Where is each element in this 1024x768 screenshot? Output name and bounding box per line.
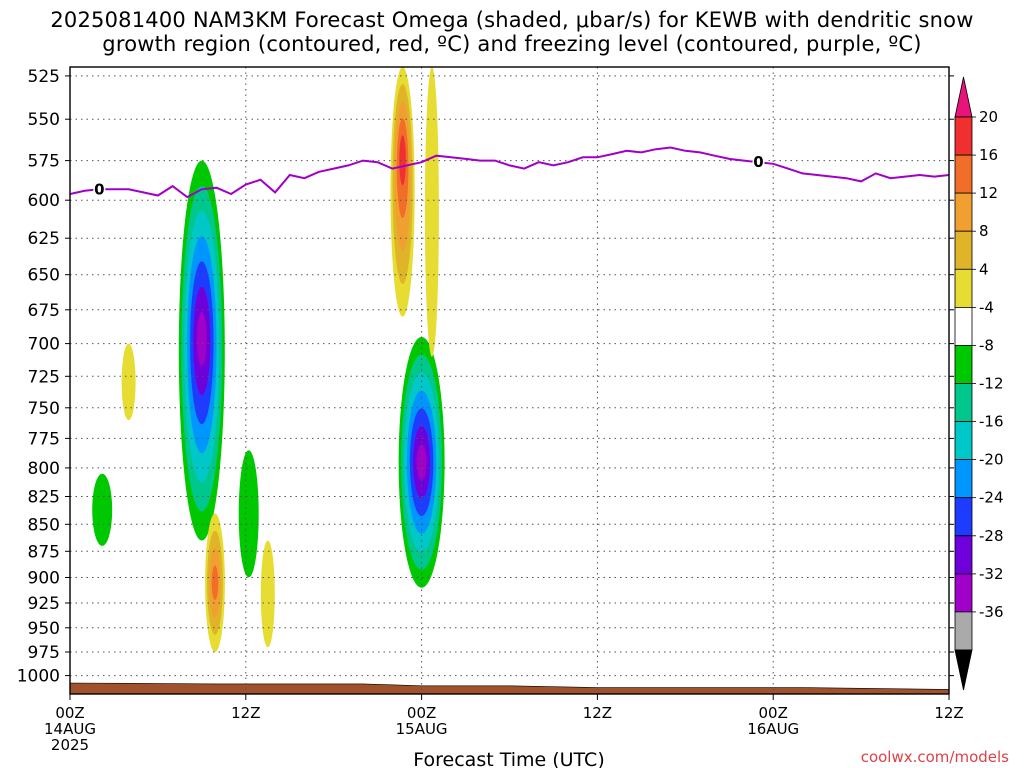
y-tick-label-750: 750 (28, 399, 60, 419)
y-tick-label-675: 675 (28, 301, 60, 321)
colorbar-label-1: 16 (979, 146, 998, 164)
x-tick-label-0-0: 00Z (55, 704, 84, 722)
y-tick-label-950: 950 (28, 619, 60, 639)
colorbar-label-7: -12 (979, 375, 1004, 393)
freezing-level: 00 (70, 146, 949, 199)
x-tick-label-48-0: 00Z (759, 704, 788, 722)
omega-contour-2-0 (92, 473, 113, 546)
freezing-level-line (70, 146, 949, 199)
y-tick-label-825: 825 (28, 488, 60, 508)
chart-title-line-1: 2025081400 NAM3KM Forecast Omega (shaded… (50, 8, 974, 32)
y-tick-label-550: 550 (28, 110, 60, 130)
y-tick-label-725: 725 (28, 367, 60, 387)
surface-terrain (70, 682, 949, 694)
colorbar-box-13 (954, 611, 973, 651)
colorbar-label-0: 20 (979, 108, 998, 126)
omega-contour-6-3 (211, 565, 219, 600)
omega-shading (92, 67, 445, 652)
plot-border (69, 66, 950, 695)
colorbar-box-0 (954, 116, 973, 156)
y-tick-label-775: 775 (28, 429, 60, 449)
colorbar-box-12 (954, 573, 973, 613)
colorbar-label-11: -28 (979, 527, 1004, 545)
plot-frame (69, 66, 950, 695)
x-tick-label-24-0: 00Z (407, 704, 436, 722)
colorbar-box-10 (954, 497, 973, 537)
omega-contour-8-0 (121, 343, 136, 421)
terrain-fill (70, 682, 949, 694)
colorbar-box-9 (954, 459, 973, 499)
colorbar-box-1 (954, 154, 973, 194)
colorbar-box-8 (954, 421, 973, 461)
chart-title-line-2: growth region (contoured, red, ºC) and f… (102, 32, 922, 56)
omega-contour-5-0 (424, 67, 439, 357)
y-tick-label-650: 650 (28, 266, 60, 286)
x-axis-title: Forecast Time (UTC) (413, 749, 604, 768)
y-tick-label-525: 525 (28, 67, 60, 87)
colorbar-label-5: -4 (979, 298, 994, 316)
colorbar-label-4: 4 (979, 260, 989, 278)
y-tick-label-975: 975 (28, 643, 60, 663)
omega-contour-3-0 (238, 450, 259, 578)
y-tick-label-600: 600 (28, 191, 60, 211)
y-tick-label-925: 925 (28, 594, 60, 614)
y-tick-label-875: 875 (28, 542, 60, 562)
y-tick-label-900: 900 (28, 569, 60, 589)
y-tick-label-700: 700 (28, 335, 60, 355)
omega-contour-1-6 (416, 444, 427, 480)
y-tick-label-800: 800 (28, 459, 60, 479)
y-tick-label-625: 625 (28, 229, 60, 249)
colorbar-label-10: -24 (979, 489, 1004, 507)
y-tick-label-850: 850 (28, 515, 60, 535)
freezing-label-bg-1 (752, 154, 765, 170)
y-tick-label-1000: 1000 (17, 667, 60, 687)
credit-link[interactable]: coolwx.com/models (861, 748, 1009, 766)
colorbar-label-6: -8 (979, 336, 994, 354)
x-tick-label-0-1: 14AUG (44, 720, 96, 738)
colorbar-box-5 (954, 306, 973, 346)
x-tick-label-12-0: 12Z (231, 704, 260, 722)
x-tick-label-36-0: 12Z (583, 704, 612, 722)
colorbar-box-4 (954, 268, 973, 308)
colorbar-label-9: -20 (979, 451, 1004, 469)
omega-contour-0-6 (196, 311, 207, 366)
colorbar-label-8: -16 (979, 413, 1004, 431)
colorbar-box-7 (954, 383, 973, 422)
colorbar-label-12: -32 (979, 565, 1004, 583)
x-tick-label-60-0: 12Z (934, 704, 963, 722)
colorbar-box-3 (954, 230, 973, 270)
freezing-level-label-1: 0 (753, 153, 763, 171)
colorbar-box-2 (954, 192, 973, 232)
freezing-label-bg-0 (93, 181, 106, 197)
colorbar: 20 16 12 8 4 -4 -8 -12 -16 -20 -24 -28 -32 -36 (954, 76, 1004, 691)
colorbar-label-13: -36 (979, 603, 1004, 621)
omega-contour-7-0 (260, 540, 275, 648)
x-tick-label-0-2: 2025 (51, 736, 89, 754)
x-tick-label-24-1: 15AUG (396, 720, 448, 738)
y-tick-label-575: 575 (28, 152, 60, 172)
colorbar-box-11 (954, 535, 973, 575)
colorbar-label-3: 8 (979, 222, 989, 240)
colorbar-bottom-arrow (954, 649, 973, 691)
x-tick-label-48-1: 16AUG (747, 720, 799, 738)
colorbar-label-2: 12 (979, 184, 998, 202)
y-axis: 525 550 575 600 625 650 675 700 725 750 775 800 825 8… (17, 67, 954, 687)
colorbar-top-arrow (954, 76, 973, 118)
omega-contour-4-4 (399, 135, 406, 186)
freezing-level-label-0: 0 (94, 180, 104, 198)
colorbar-box-6 (954, 344, 973, 384)
